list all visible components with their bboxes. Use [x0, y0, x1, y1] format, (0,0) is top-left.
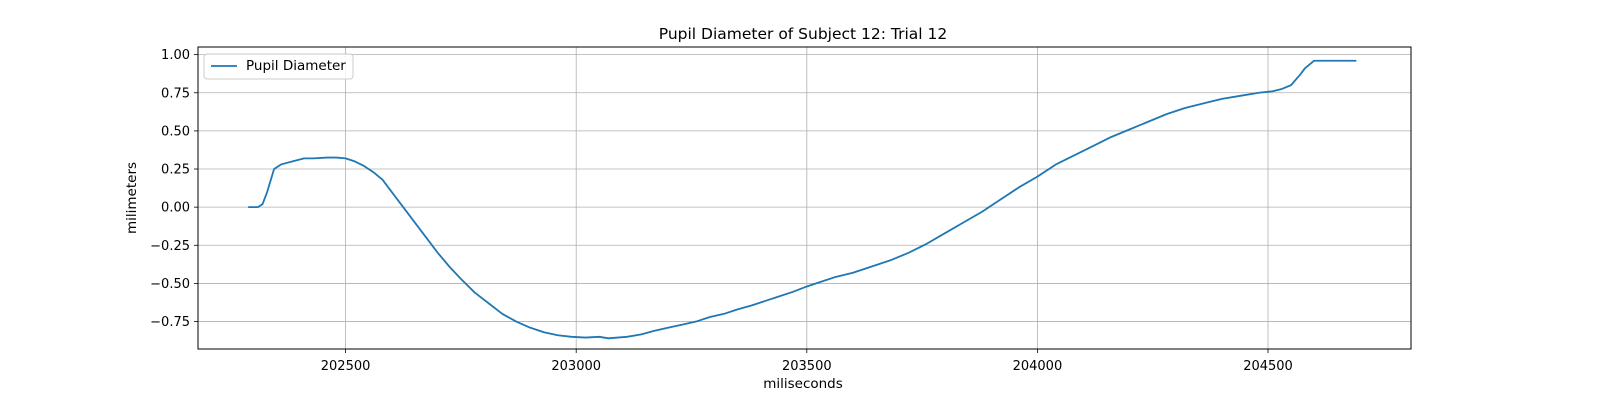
x-tick-label: 204500	[1243, 359, 1293, 374]
data-series	[247, 59, 1357, 340]
x-tick-label: 203500	[782, 359, 832, 374]
plot-frame	[197, 46, 1412, 350]
y-axis-label: milimeters	[124, 162, 140, 234]
legend-box	[203, 53, 354, 80]
y-tick-label: −0.75	[150, 315, 190, 330]
legend-label: Pupil Diameter	[246, 58, 346, 74]
legend: Pupil Diameter	[203, 53, 354, 80]
y-tick-label: 0.00	[161, 201, 190, 216]
x-tick-label: 202500	[321, 359, 371, 374]
y-tick-label: 1.00	[161, 48, 190, 63]
x-tick-label: 204000	[1013, 359, 1063, 374]
chart-title: Pupil Diameter of Subject 12: Trial 12	[659, 25, 948, 43]
y-tick-label: −0.50	[150, 277, 190, 292]
series-line-pupil-diameter	[247, 59, 1357, 340]
y-tick-label: −0.25	[150, 239, 190, 254]
grid-lines	[198, 47, 1411, 349]
x-tick-label: 203000	[551, 359, 601, 374]
x-axis-ticks: 202500 203000 203500 204000 204500	[321, 349, 1293, 374]
x-axis-label: miliseconds	[763, 376, 843, 392]
y-tick-label: 0.50	[161, 124, 190, 139]
y-tick-label: 0.25	[161, 163, 190, 178]
y-tick-label: 0.75	[161, 86, 190, 101]
y-axis-ticks: −0.75 −0.50 −0.25 0.00 0.25 0.50 0.75 1.00	[150, 48, 198, 330]
